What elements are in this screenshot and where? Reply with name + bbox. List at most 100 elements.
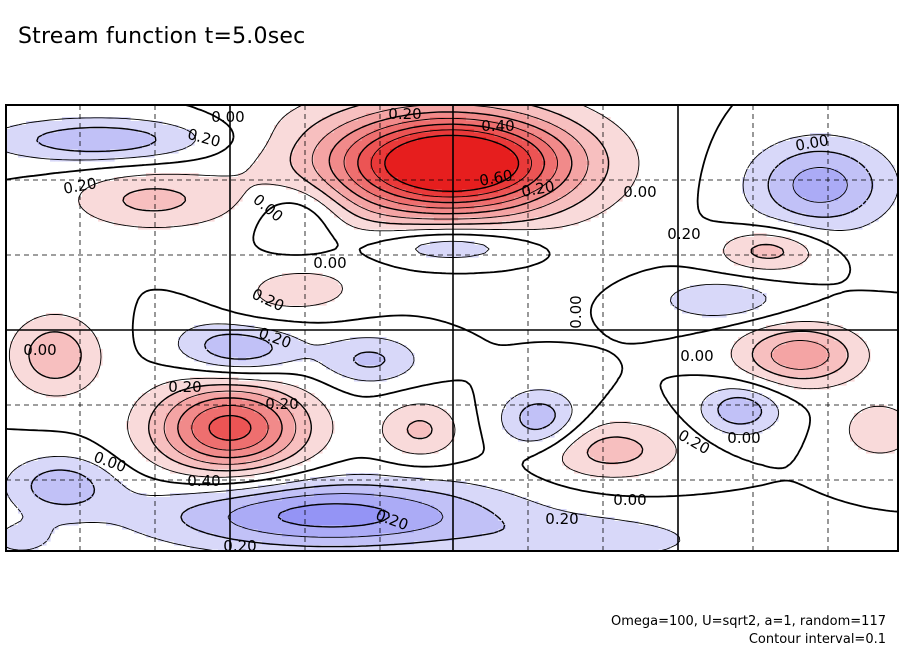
fill-cell <box>374 205 379 210</box>
fill-cell <box>854 145 859 150</box>
fill-cell <box>206 205 211 210</box>
fill-cell <box>742 245 747 250</box>
fill-cell <box>418 117 423 122</box>
fill-cell <box>518 217 523 222</box>
fill-cell <box>458 193 463 198</box>
fill-cell <box>66 125 71 130</box>
fill-cell <box>290 173 295 178</box>
fill-cell <box>370 189 375 194</box>
fill-cell <box>746 261 751 266</box>
fill-cell <box>10 341 15 346</box>
fill-cell <box>358 145 363 150</box>
fill-cell <box>398 193 403 198</box>
fill-cell <box>190 133 195 138</box>
fill-cell <box>630 141 635 146</box>
fill-cell <box>602 169 607 174</box>
fill-cell <box>810 161 815 166</box>
fill-cell <box>326 285 331 290</box>
fill-cell <box>378 201 383 206</box>
fill-cell <box>554 121 559 126</box>
fill-cell <box>330 189 335 194</box>
fill-cell <box>826 225 831 230</box>
fill-cell <box>514 149 519 154</box>
fill-cell <box>350 149 355 154</box>
fill-cell <box>178 137 183 142</box>
fill-cell <box>766 329 771 334</box>
fill-cell <box>394 125 399 130</box>
fill-cell <box>134 141 139 146</box>
fill-cell <box>694 309 699 314</box>
fill-cell <box>806 185 811 190</box>
fill-cell <box>562 213 567 218</box>
fill-cell <box>790 169 795 174</box>
fill-cell <box>182 209 187 214</box>
fill-cell <box>486 181 491 186</box>
fill-cell <box>238 181 243 186</box>
fill-cell <box>738 285 743 290</box>
fill-cell <box>266 157 271 162</box>
fill-cell <box>862 213 867 218</box>
fill-cell <box>614 129 619 134</box>
fill-cell <box>266 289 271 294</box>
fill-cell <box>626 161 631 166</box>
fill-cell <box>410 185 415 190</box>
fill-cell <box>774 213 779 218</box>
fill-cell <box>106 129 111 134</box>
fill-cell <box>218 209 223 214</box>
fill-cell <box>434 157 439 162</box>
fill-cell <box>294 337 299 342</box>
fill-cell <box>758 157 763 162</box>
fill-cell <box>866 185 871 190</box>
fill-cell <box>830 205 835 210</box>
fill-cell <box>266 173 271 178</box>
fill-cell <box>574 201 579 206</box>
fill-cell <box>798 189 803 194</box>
fill-cell <box>26 321 31 326</box>
fill-cell <box>22 341 27 346</box>
fill-cell <box>346 113 351 118</box>
fill-cell <box>226 333 231 338</box>
fill-cell <box>386 121 391 126</box>
fill-cell <box>306 297 311 302</box>
fill-cell <box>342 165 347 170</box>
fill-cell <box>46 337 51 342</box>
fill-cell <box>422 149 427 154</box>
fill-cell <box>618 181 623 186</box>
fill-cell <box>354 221 359 226</box>
fill-cell <box>854 169 859 174</box>
fill-cell <box>178 129 183 134</box>
fill-cell <box>762 153 767 158</box>
fill-cell <box>778 249 783 254</box>
fill-cell <box>866 221 871 226</box>
fill-cell <box>558 201 563 206</box>
fill-cell <box>282 145 287 150</box>
fill-cell <box>42 153 47 158</box>
fill-cell <box>478 225 483 230</box>
fill-cell <box>470 249 475 254</box>
fill-cell <box>382 169 387 174</box>
fill-cell <box>370 153 375 158</box>
fill-cell <box>326 181 331 186</box>
fill-cell <box>314 181 319 186</box>
fill-cell <box>830 161 835 166</box>
fill-cell <box>862 153 867 158</box>
fill-cell <box>594 193 599 198</box>
fill-cell <box>530 117 535 122</box>
fill-cell <box>406 189 411 194</box>
fill-cell <box>138 205 143 210</box>
fill-cell <box>570 205 575 210</box>
fill-cell <box>206 217 211 222</box>
fill-cell <box>294 285 299 290</box>
fill-cell <box>106 205 111 210</box>
fill-cell <box>458 209 463 214</box>
fill-cell <box>594 141 599 146</box>
fill-cell <box>194 205 199 210</box>
fill-cell <box>858 173 863 178</box>
fill-cell <box>806 325 811 330</box>
fill-cell <box>346 109 351 114</box>
fill-cell <box>802 221 807 226</box>
fill-cell <box>170 173 175 178</box>
fill-cell <box>718 301 723 306</box>
fill-cell <box>42 141 47 146</box>
